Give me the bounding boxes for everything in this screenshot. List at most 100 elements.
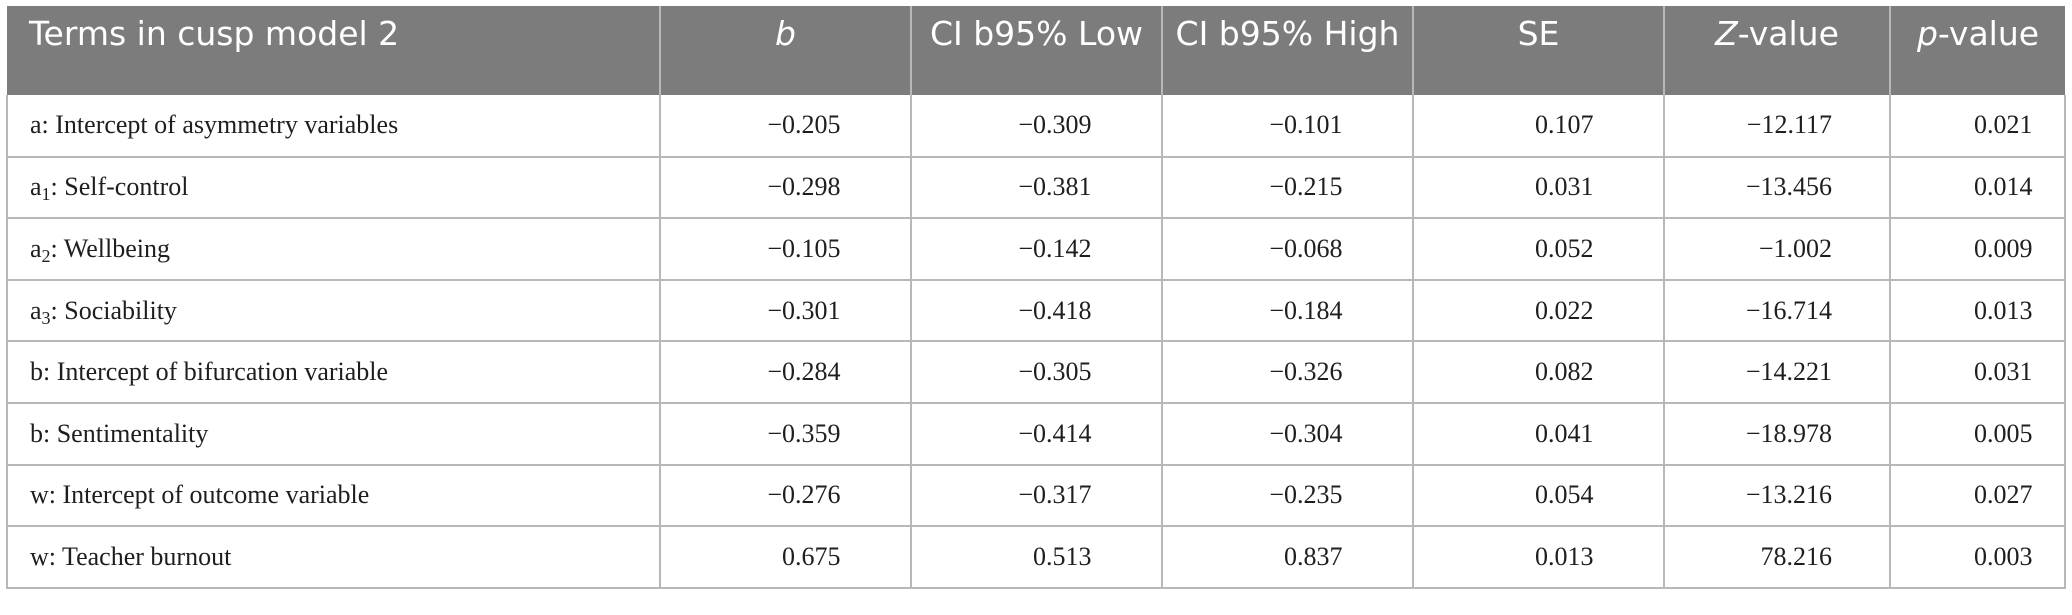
se-cell: 0.082 — [1413, 341, 1665, 404]
p-value-cell: 0.003 — [1890, 526, 2066, 589]
term-letter: a — [30, 110, 42, 140]
cell-value: −0.105 — [767, 233, 841, 263]
p-value-cell: 0.009 — [1890, 218, 2066, 281]
term-name: : Wellbeing — [50, 233, 171, 263]
cell-value: 0.022 — [1535, 295, 1594, 325]
term-cell: a2: Wellbeing — [6, 218, 661, 281]
term-subscript: 1 — [41, 184, 51, 205]
cell-value: 0.837 — [1284, 541, 1343, 571]
cell-value: −0.068 — [1269, 233, 1343, 263]
cell-value: 0.031 — [1535, 172, 1594, 202]
ci-high-cell: 0.837 — [1162, 526, 1414, 589]
ci-high-cell: −0.235 — [1162, 464, 1414, 528]
cell-value: 0.009 — [1974, 233, 2033, 263]
p-value-cell: 0.005 — [1890, 402, 2066, 466]
table-row: b: Intercept of bifurcation variable −0.2… — [6, 341, 2066, 404]
term-subscript: 3 — [41, 307, 51, 328]
ci-low-cell: −0.381 — [911, 156, 1163, 220]
z-value-cell: −14.221 — [1664, 341, 1891, 404]
cell-value: −0.304 — [1269, 418, 1343, 448]
table-header: Terms in cusp model 2 b CI b95% Low CI b… — [7, 6, 2065, 95]
cell-value: 0.005 — [1974, 418, 2033, 448]
ci-low-cell: −0.317 — [911, 464, 1163, 528]
se-cell: 0.022 — [1413, 279, 1665, 343]
table-row: w: Teacher burnout 0.675 0.513 0.837 0.013 78… — [6, 526, 2066, 589]
ci-high-cell: −0.101 — [1162, 95, 1414, 158]
term-name: : Intercept of bifurcation variable — [43, 357, 389, 387]
p-value-cell: 0.027 — [1890, 464, 2066, 528]
table-row: a2: Wellbeing −0.105 −0.142 −0.068 0.052 −1.0… — [6, 218, 2066, 281]
se-cell: 0.041 — [1413, 402, 1665, 466]
cell-value: −0.205 — [767, 110, 841, 140]
cell-value: −0.276 — [767, 480, 841, 510]
p-value-cell: 0.013 — [1890, 279, 2066, 343]
ci-high-cell: −0.068 — [1162, 218, 1414, 281]
term-name: : Self-control — [50, 172, 189, 202]
cell-value: −0.326 — [1269, 357, 1343, 387]
cell-value: −0.215 — [1269, 172, 1343, 202]
cell-value: −0.414 — [1018, 418, 1092, 448]
header-ci-low: CI b95% Low — [911, 6, 1163, 95]
header-b: b — [660, 6, 912, 95]
p-value-cell: 0.021 — [1890, 95, 2066, 158]
z-value-cell: 78.216 — [1664, 526, 1891, 589]
z-value-cell: −18.978 — [1664, 402, 1891, 466]
cell-value: −0.418 — [1018, 295, 1092, 325]
term-name: : Intercept of asymmetry variables — [41, 110, 399, 140]
cell-value: −0.317 — [1018, 480, 1092, 510]
table-body: a: Intercept of asymmetry variables −0.20… — [6, 95, 2066, 589]
ci-high-cell: −0.215 — [1162, 156, 1414, 220]
cell-value: −0.142 — [1018, 233, 1092, 263]
cell-value: 0.031 — [1974, 357, 2033, 387]
cell-value: 0.013 — [1974, 295, 2033, 325]
z-value-cell: −16.714 — [1664, 279, 1891, 343]
term-cell: b: Intercept of bifurcation variable — [6, 341, 661, 404]
header-z-value: Z-value — [1664, 6, 1891, 95]
se-cell: 0.031 — [1413, 156, 1665, 220]
cell-value: −0.309 — [1018, 110, 1092, 140]
ci-high-cell: −0.184 — [1162, 279, 1414, 343]
b-cell: −0.105 — [660, 218, 912, 281]
b-cell: −0.284 — [660, 341, 912, 404]
cell-value: 0.013 — [1535, 541, 1594, 571]
term-cell: w: Teacher burnout — [6, 526, 661, 589]
ci-low-cell: −0.414 — [911, 402, 1163, 466]
cell-value: −14.221 — [1745, 357, 1832, 387]
term-cell: a1: Self-control — [6, 156, 661, 220]
cell-value: −0.101 — [1269, 110, 1343, 140]
cell-value: 78.216 — [1760, 541, 1833, 571]
term-name: : Teacher burnout — [48, 541, 232, 571]
cell-value: −13.456 — [1745, 172, 1832, 202]
b-cell: −0.298 — [660, 156, 912, 220]
cell-value: 0.041 — [1535, 418, 1594, 448]
term-letter: a — [30, 233, 42, 263]
term-letter: a — [30, 295, 42, 325]
term-name: : Intercept of outcome variable — [48, 480, 370, 510]
cell-value: −1.002 — [1758, 233, 1832, 263]
se-cell: 0.054 — [1413, 464, 1665, 528]
header-se: SE — [1413, 6, 1665, 95]
term-cell: w: Intercept of outcome variable — [6, 464, 661, 528]
cell-value: −0.184 — [1269, 295, 1343, 325]
term-cell: b: Sentimentality — [6, 402, 661, 466]
ci-low-cell: −0.309 — [911, 95, 1163, 158]
cell-value: −18.978 — [1745, 418, 1832, 448]
cell-value: 0.513 — [1033, 541, 1092, 571]
term-letter: a — [30, 172, 42, 202]
cell-value: −16.714 — [1745, 295, 1832, 325]
se-cell: 0.013 — [1413, 526, 1665, 589]
ci-high-cell: −0.326 — [1162, 341, 1414, 404]
b-cell: 0.675 — [660, 526, 912, 589]
cell-value: −0.298 — [767, 172, 841, 202]
cell-value: −0.305 — [1018, 357, 1092, 387]
b-cell: −0.205 — [660, 95, 912, 158]
table-row: b: Sentimentality −0.359 −0.414 −0.304 0.041… — [6, 402, 2066, 466]
term-subscript: 2 — [41, 245, 51, 266]
cell-value: −12.117 — [1746, 110, 1832, 140]
cell-value: −0.301 — [767, 295, 841, 325]
ci-low-cell: −0.142 — [911, 218, 1163, 281]
header-term: Terms in cusp model 2 — [7, 6, 661, 95]
cell-value: 0.014 — [1974, 172, 2033, 202]
z-value-cell: −12.117 — [1664, 95, 1891, 158]
cell-value: 0.052 — [1535, 233, 1594, 263]
